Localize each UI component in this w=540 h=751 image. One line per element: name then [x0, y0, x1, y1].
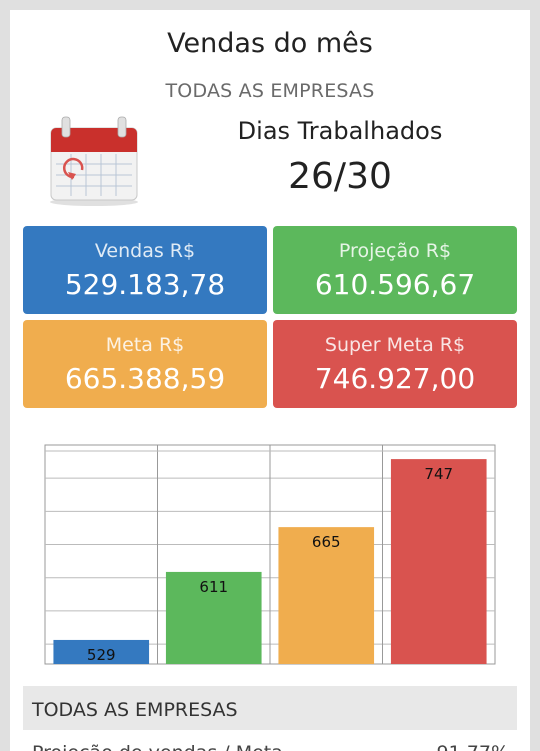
bar-4 — [390, 459, 487, 664]
sales-label: Vendas R$ — [94, 240, 196, 262]
summary-table-title: TODAS AS EMPRESAS — [32, 699, 238, 721]
goal-value: 665.388,59 — [64, 362, 226, 395]
projection-tile[interactable]: Projeção R$ 610.596,67 — [273, 226, 517, 314]
goal-label: Meta R$ — [105, 334, 185, 356]
calendar-icon — [50, 116, 138, 206]
worked-days-label: Dias Trabalhados — [237, 117, 443, 145]
super-goal-tile[interactable]: Super Meta R$ 746.927,00 — [273, 320, 517, 408]
row-label: Projeção de vendas / Meta — [32, 742, 283, 751]
projection-value: 610.596,67 — [314, 268, 476, 301]
sales-tile[interactable]: Vendas R$ 529.183,78 — [23, 226, 267, 314]
bar-label-1: 529 — [87, 646, 116, 664]
company-filter-label: TODAS AS EMPRESAS — [165, 80, 375, 102]
sales-bar-chart: 529 611 665 747 — [44, 444, 496, 665]
bar-label-2: 611 — [199, 578, 228, 596]
super-goal-value: 746.927,00 — [314, 362, 476, 395]
summary-table-header: TODAS AS EMPRESAS — [23, 686, 517, 730]
chart-bars: 529 611 665 747 — [53, 459, 487, 664]
bar-2 — [165, 571, 262, 664]
super-goal-label: Super Meta R$ — [324, 334, 466, 356]
worked-days-value: 26/30 — [288, 156, 392, 197]
bar-label-3: 665 — [312, 533, 341, 551]
bar-1 — [53, 639, 150, 664]
goal-tile[interactable]: Meta R$ 665.388,59 — [23, 320, 267, 408]
bar-3 — [278, 527, 375, 664]
projection-label: Projeção R$ — [338, 240, 452, 262]
table-row[interactable]: Projeção de vendas / Meta 91,77% — [23, 734, 517, 751]
row-value: 91,77% — [437, 742, 509, 751]
bar-label-4: 747 — [424, 465, 453, 483]
page-title: Vendas do mês — [167, 28, 373, 59]
sales-value: 529.183,78 — [64, 268, 226, 301]
